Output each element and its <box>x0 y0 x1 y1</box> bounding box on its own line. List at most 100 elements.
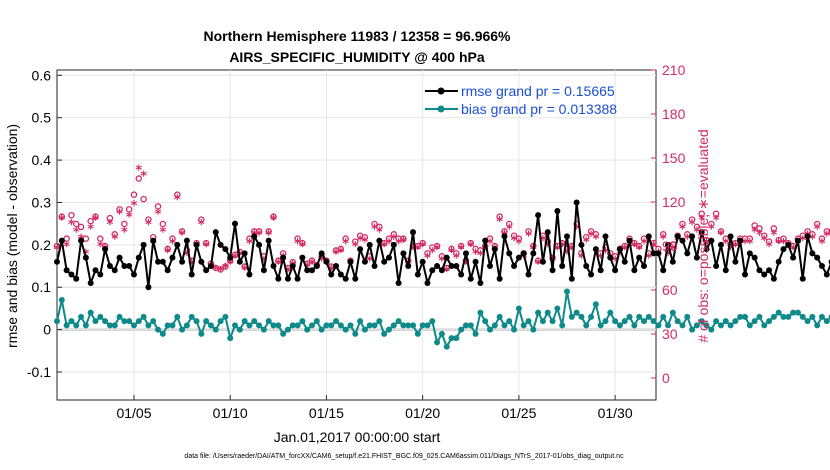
obs-possible-point <box>631 239 638 247</box>
rmse-point <box>121 263 128 270</box>
obs-evaluated-point: * <box>131 199 138 214</box>
rmse-point <box>169 254 176 261</box>
rmse-point <box>515 254 522 261</box>
obs-evaluated-point: * <box>578 252 585 267</box>
obs-evaluated-point: * <box>689 218 696 233</box>
bias-point <box>746 322 753 329</box>
obs-evaluated-point: * <box>732 240 739 255</box>
obs-evaluated-point: * <box>159 225 166 240</box>
obs-evaluated-point: * <box>520 252 527 267</box>
bias-point <box>395 318 402 325</box>
obs-possible-point <box>308 257 316 264</box>
obs-evaluated-point: * <box>352 240 359 255</box>
rmse-point <box>698 229 705 236</box>
obs-possible-point <box>294 235 301 242</box>
obs-possible-point <box>457 242 465 250</box>
rmse-point <box>650 250 657 257</box>
rmse-point <box>434 263 441 270</box>
obs-evaluated-point: * <box>631 240 638 255</box>
bias-point <box>405 322 412 329</box>
obs-evaluated-point: * <box>766 240 773 255</box>
right-tick-label: 60 <box>662 282 678 298</box>
rmse-point <box>102 246 109 253</box>
bias-point <box>126 318 133 325</box>
obs-possible-point <box>765 238 773 245</box>
bias-point <box>636 313 643 320</box>
obs-evaluated-point: * <box>443 265 450 280</box>
rmse-point <box>693 254 700 261</box>
obs-evaluated-point: * <box>669 243 676 258</box>
obs-possible-point <box>270 213 277 220</box>
obs-evaluated-point: * <box>617 247 624 262</box>
rmse-point <box>357 246 364 253</box>
obs-possible-point <box>722 235 730 242</box>
bias-point <box>722 318 729 325</box>
obs-evaluated-point: * <box>708 222 715 237</box>
bias-point <box>448 335 455 342</box>
bias-point <box>284 326 291 333</box>
obs-possible-point <box>97 235 104 242</box>
bias-point <box>222 313 229 320</box>
obs-possible-point <box>159 220 167 228</box>
bias-point <box>265 318 272 325</box>
obs-possible-point <box>640 235 648 242</box>
rmse-point <box>251 233 258 240</box>
rmse-point <box>414 271 421 278</box>
obs-possible-point <box>659 231 667 238</box>
bias-point <box>97 313 104 320</box>
rmse-point <box>448 263 455 270</box>
left-tick-label: 0.3 <box>32 194 52 210</box>
rmse-point <box>381 258 388 265</box>
bias-point <box>424 322 431 329</box>
bias-point <box>559 322 566 329</box>
bias-point <box>814 322 821 329</box>
rmse-point <box>790 254 797 261</box>
rmse-point <box>607 254 614 261</box>
rmse-point <box>429 267 436 274</box>
bias-point <box>342 326 349 333</box>
obs-possible-point <box>174 191 181 198</box>
obs-evaluated-point: * <box>232 252 239 267</box>
obs-possible-point <box>496 213 503 220</box>
bias-point <box>665 322 672 329</box>
obs-possible-point <box>275 257 282 264</box>
obs-possible-point <box>453 250 460 257</box>
obs-possible-point <box>154 203 162 210</box>
rmse-point <box>82 254 89 261</box>
rmse-point <box>804 233 811 240</box>
bias-point <box>563 288 570 295</box>
obs-possible-point <box>400 235 407 242</box>
rmse-point <box>717 241 724 248</box>
rmse-point <box>689 233 696 240</box>
bias-point <box>111 322 118 329</box>
obs-evaluated-point: * <box>679 222 686 237</box>
bias-point <box>155 326 162 333</box>
rmse-point <box>328 271 335 278</box>
obs-possible-point <box>448 245 455 253</box>
bias-point <box>655 322 662 329</box>
rmse-point <box>770 275 777 282</box>
bias-point <box>597 322 604 329</box>
bias-point <box>693 322 700 329</box>
rmse-point <box>583 263 590 270</box>
left-tick-label: 0.2 <box>32 237 52 253</box>
bias-point <box>227 335 234 342</box>
rmse-point <box>280 254 287 261</box>
bias-point <box>135 318 142 325</box>
rmse-line <box>56 201 830 289</box>
bias-point <box>328 322 335 329</box>
bias-point <box>179 326 186 333</box>
obs-possible-point <box>130 191 138 198</box>
bias-point <box>626 313 633 320</box>
obs-evaluated-point: * <box>212 263 219 278</box>
obs-evaluated-point: * <box>477 249 484 264</box>
bias-point <box>669 309 676 316</box>
rmse-point <box>222 246 229 253</box>
obs-possible-point <box>77 223 85 231</box>
rmse-point <box>130 271 137 278</box>
obs-evaluated-point: * <box>386 237 393 252</box>
obs-evaluated-point: * <box>660 233 667 248</box>
bias-point <box>751 318 758 325</box>
rmse-point <box>217 241 224 248</box>
bias-point <box>535 309 542 316</box>
